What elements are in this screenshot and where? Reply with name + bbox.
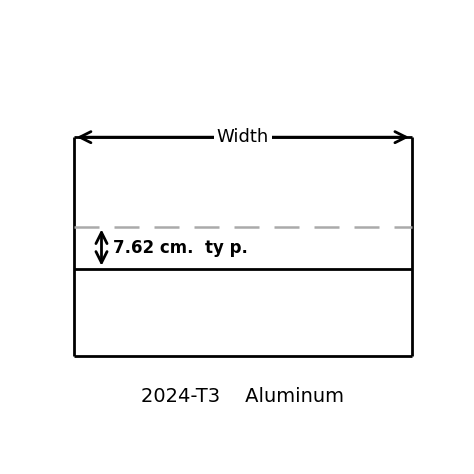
Text: 7.62 cm.  ty p.: 7.62 cm. ty p.: [112, 238, 247, 256]
Text: 2024-T3    Aluminum: 2024-T3 Aluminum: [141, 387, 345, 406]
Text: Width: Width: [217, 128, 269, 146]
